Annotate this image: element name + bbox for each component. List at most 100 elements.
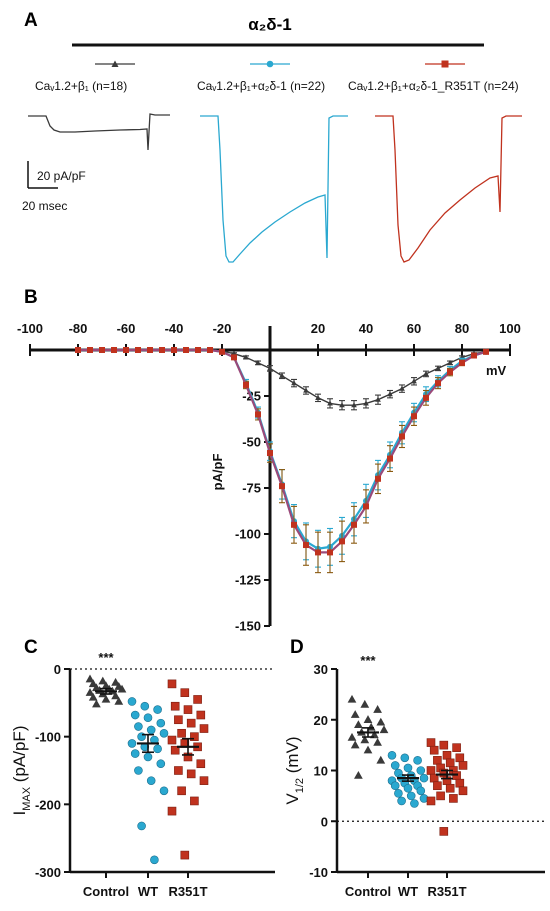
data-point bbox=[350, 740, 360, 749]
data-point bbox=[114, 696, 124, 705]
data-point bbox=[354, 770, 363, 779]
data-point bbox=[360, 735, 370, 744]
data-point bbox=[350, 710, 360, 718]
data-point bbox=[255, 411, 261, 418]
y-axis-label-main: V bbox=[283, 793, 302, 805]
data-point bbox=[170, 701, 180, 711]
data-point bbox=[177, 786, 186, 796]
data-point bbox=[167, 806, 177, 816]
data-point bbox=[147, 347, 153, 353]
data-point bbox=[351, 521, 357, 528]
panel-a-legend: Caᵥ1.2+β₁ (n=18) Caᵥ1.2+β₁+α₂δ-1 (n=22) … bbox=[35, 60, 519, 93]
data-point bbox=[435, 380, 441, 387]
significance-annotation: *** bbox=[360, 653, 376, 668]
x-tick-label: -80 bbox=[69, 321, 88, 336]
x-tick-label: -100 bbox=[17, 321, 43, 336]
data-point bbox=[459, 359, 465, 366]
data-point bbox=[347, 694, 357, 703]
data-point bbox=[207, 347, 213, 353]
trace-control bbox=[28, 113, 170, 151]
data-point bbox=[471, 352, 477, 359]
data-point bbox=[399, 433, 405, 440]
data-point bbox=[98, 676, 108, 685]
data-point bbox=[186, 718, 196, 728]
legend-label-wt: Caᵥ1.2+β₁+α₂δ-1 (n=22) bbox=[197, 79, 325, 93]
y-axis-label: IMAX (pA/pF) bbox=[10, 726, 33, 816]
y-axis-label-sub: MAX bbox=[21, 786, 33, 811]
panel-a-header: α₂δ-1 bbox=[248, 15, 291, 34]
data-point bbox=[442, 750, 452, 760]
x-tick-label: Control bbox=[83, 884, 129, 899]
data-point bbox=[458, 761, 468, 770]
legend-label-control: Caᵥ1.2+β₁ (n=18) bbox=[35, 79, 127, 93]
trace-r351t bbox=[375, 115, 522, 263]
data-point bbox=[146, 776, 156, 785]
data-point bbox=[140, 701, 150, 711]
data-point bbox=[243, 381, 249, 388]
data-point bbox=[219, 348, 225, 355]
data-point bbox=[117, 684, 127, 693]
iv-curve-plot: -100 -80 -60 -40 -20 20 40 60 80 100-25-50-75-100… bbox=[17, 321, 521, 634]
v-half-scatter-plot: 30 20 10 0 -10 Control WT R351T V1/2 (mV) *** bbox=[283, 653, 545, 899]
panel-letter-b: B bbox=[24, 287, 38, 308]
y-tick-label: -75 bbox=[242, 481, 261, 496]
data-point bbox=[411, 378, 417, 384]
data-point bbox=[199, 724, 209, 733]
data-point bbox=[99, 347, 105, 353]
y-tick-label: -200 bbox=[35, 797, 61, 812]
y-tick-label: 0 bbox=[321, 814, 328, 829]
y-tick-label: 10 bbox=[314, 764, 328, 779]
y-tick-label: -100 bbox=[35, 730, 61, 745]
data-point bbox=[180, 850, 190, 860]
y-tick-label: -50 bbox=[242, 435, 261, 450]
data-point bbox=[111, 691, 120, 700]
data-point bbox=[195, 347, 201, 353]
significance-annotation: *** bbox=[98, 650, 114, 665]
data-point bbox=[146, 725, 156, 735]
data-point bbox=[291, 380, 297, 386]
x-tick-label: 40 bbox=[359, 321, 373, 336]
y-tick-label: 20 bbox=[314, 713, 328, 728]
data-point bbox=[85, 688, 95, 696]
data-point bbox=[303, 542, 309, 549]
data-point bbox=[134, 722, 143, 731]
data-point bbox=[354, 720, 363, 729]
data-point bbox=[452, 743, 461, 752]
data-point bbox=[397, 796, 406, 806]
data-point bbox=[445, 758, 455, 768]
data-point bbox=[137, 821, 146, 831]
legend-marker-wt bbox=[266, 60, 274, 68]
data-point bbox=[339, 402, 345, 408]
data-point bbox=[376, 717, 386, 726]
data-point bbox=[413, 756, 422, 765]
data-point bbox=[376, 755, 386, 764]
data-point bbox=[379, 725, 389, 734]
data-point bbox=[375, 396, 381, 402]
data-point bbox=[394, 789, 403, 798]
data-point bbox=[291, 521, 297, 528]
data-point bbox=[156, 718, 166, 728]
data-point bbox=[458, 786, 468, 796]
data-point bbox=[177, 728, 186, 738]
panel-letter-a: A bbox=[24, 10, 38, 31]
x-tick-label: WT bbox=[138, 884, 158, 899]
data-point bbox=[196, 710, 206, 720]
y-axis-label: pA/pF bbox=[210, 454, 225, 491]
data-point bbox=[455, 778, 465, 788]
data-point bbox=[196, 759, 206, 769]
data-point bbox=[373, 737, 382, 746]
data-point bbox=[174, 766, 183, 775]
data-point bbox=[167, 735, 177, 745]
data-point bbox=[390, 761, 400, 770]
series-line bbox=[78, 348, 487, 550]
data-point bbox=[186, 769, 196, 779]
x-tick-label: -40 bbox=[165, 321, 184, 336]
data-point bbox=[130, 749, 140, 758]
series-2 bbox=[75, 347, 489, 574]
data-point bbox=[373, 705, 382, 713]
data-point bbox=[267, 450, 273, 457]
y-tick-label: -10 bbox=[309, 865, 328, 880]
y-tick-label: -150 bbox=[235, 619, 261, 634]
data-point bbox=[351, 402, 357, 408]
